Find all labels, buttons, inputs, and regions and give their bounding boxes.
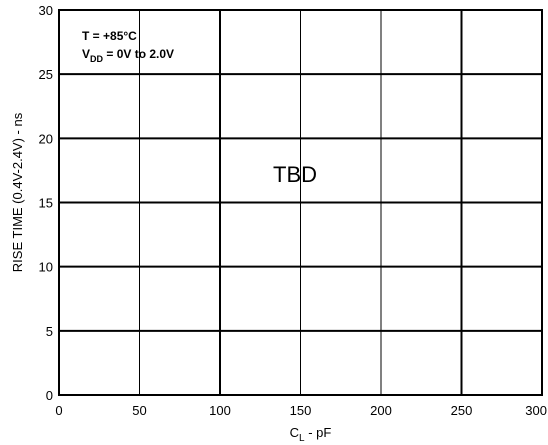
y-tick-label-10: 10 — [39, 260, 53, 275]
y-tick-label-25: 25 — [39, 67, 53, 82]
annotation-dd-subscript: DD — [90, 54, 103, 64]
x-tick-label-200: 200 — [370, 403, 392, 418]
x-axis-label-subscript: L — [299, 433, 305, 444]
annotation-voltage-range: = 0V to 2.0V — [103, 47, 174, 61]
y-tick-label-20: 20 — [39, 131, 53, 146]
x-tick-label-250: 250 — [451, 403, 473, 418]
annotation-temperature: T = +85°C — [82, 29, 137, 43]
plot-frame — [58, 9, 543, 396]
y-tick-label-15: 15 — [39, 196, 53, 211]
y-tick-label-0: 0 — [46, 388, 53, 403]
x-tick-label-300: 300 — [525, 403, 547, 418]
grid-lines — [59, 10, 542, 395]
x-tick-label-0: 0 — [55, 403, 62, 418]
x-axis-label: CL - pF — [290, 425, 332, 444]
x-axis-label-rest: - pF — [305, 425, 332, 440]
x-tick-label-150: 150 — [290, 403, 312, 418]
y-axis-label: RISE TIME (0.4V-2.4V) - ns — [10, 112, 25, 272]
annotation-v: V — [82, 47, 90, 61]
x-axis-label-main: C — [290, 425, 299, 440]
y-tick-label-5: 5 — [46, 324, 53, 339]
y-tick-label-30: 30 — [39, 3, 53, 18]
x-tick-label-100: 100 — [209, 403, 231, 418]
y-tick-labels: 0 5 10 15 20 25 30 — [39, 3, 53, 403]
annotation-supply-voltage: VDD = 0V to 2.0V — [82, 47, 174, 64]
x-tick-labels: 0 50 100 150 200 250 300 — [55, 403, 547, 418]
x-tick-label-50: 50 — [132, 403, 146, 418]
tbd-placeholder: TBD — [273, 162, 317, 187]
